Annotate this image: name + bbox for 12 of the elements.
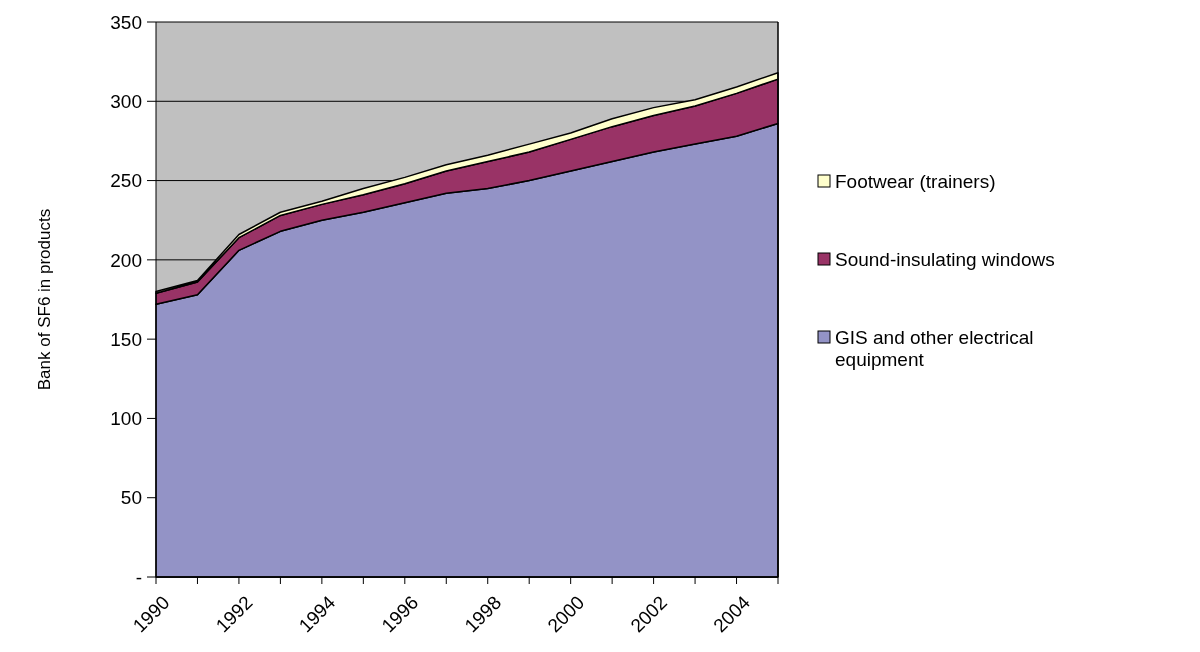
y-tick-label: 100	[110, 408, 142, 430]
y-axis-title: Bank of SF6 in products	[35, 208, 54, 391]
y-tick-label: 200	[110, 249, 142, 271]
y-tick-label: 50	[120, 487, 142, 509]
y-tick-label: 350	[110, 11, 142, 33]
legend-label: Footwear (trainers)	[835, 170, 996, 192]
y-tick-label: 250	[110, 170, 142, 192]
y-tick-label: 150	[110, 328, 142, 350]
legend-label: Sound-insulating windows	[835, 248, 1055, 270]
legend-label: GIS and other electrical equipment	[835, 326, 1034, 371]
y-tick-label: -	[135, 566, 142, 588]
y-tick-label: 300	[110, 90, 142, 112]
